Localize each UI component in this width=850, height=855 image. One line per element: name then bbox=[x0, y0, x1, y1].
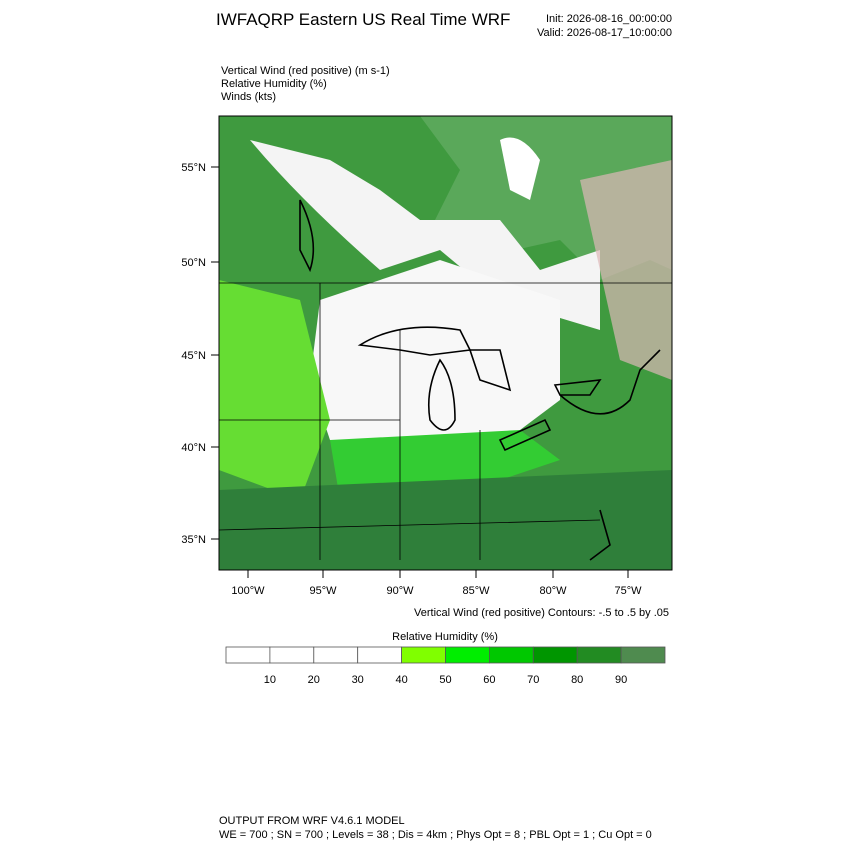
colorbar-label: 40 bbox=[395, 674, 407, 686]
footer-line: WE = 700 ; SN = 700 ; Levels = 38 ; Dis … bbox=[219, 829, 652, 841]
colorbar-label: 90 bbox=[615, 674, 627, 686]
colorbar-box bbox=[576, 646, 622, 664]
colorbar-box bbox=[269, 646, 315, 664]
lon-label: 90°W bbox=[386, 585, 414, 597]
colorbar-label: 20 bbox=[308, 674, 320, 686]
lat-label: 35°N bbox=[181, 534, 206, 546]
colorbar-box bbox=[225, 646, 271, 664]
lon-label: 100°W bbox=[231, 585, 265, 597]
lat-label: 55°N bbox=[181, 162, 206, 174]
colorbar-label: 50 bbox=[439, 674, 451, 686]
colorbar-label: 30 bbox=[352, 674, 364, 686]
colorbar-box bbox=[445, 646, 490, 664]
colorbar-label: 10 bbox=[264, 674, 276, 686]
colorbar-box bbox=[620, 646, 666, 664]
valid-time: Valid: 2026-08-17_10:00:00 bbox=[537, 27, 672, 39]
colorbar-label: 80 bbox=[571, 674, 583, 686]
contour-note: Vertical Wind (red positive) Contours: -… bbox=[414, 607, 669, 619]
title: IWFAQRP Eastern US Real Time WRF bbox=[216, 10, 510, 29]
map bbox=[218, 115, 673, 571]
field-label: Vertical Wind (red positive) (m s-1) bbox=[221, 65, 390, 77]
lat-label: 40°N bbox=[181, 442, 206, 454]
colorbar-title: Relative Humidity (%) bbox=[392, 631, 498, 643]
colorbar-label: 60 bbox=[483, 674, 495, 686]
colorbar-box bbox=[357, 646, 403, 664]
colorbar-label: 70 bbox=[527, 674, 539, 686]
field-label: Winds (kts) bbox=[221, 91, 276, 103]
lon-label: 85°W bbox=[462, 585, 490, 597]
colorbar-box bbox=[313, 646, 359, 664]
footer-line: OUTPUT FROM WRF V4.6.1 MODEL bbox=[219, 815, 405, 827]
lon-label: 80°W bbox=[539, 585, 567, 597]
lon-label: 75°W bbox=[614, 585, 642, 597]
field-label: Relative Humidity (%) bbox=[221, 78, 327, 90]
colorbar-box bbox=[401, 646, 446, 664]
colorbar-box bbox=[532, 646, 578, 664]
lat-label: 45°N bbox=[181, 350, 206, 362]
init-time: Init: 2026-08-16_00:00:00 bbox=[546, 13, 672, 25]
lat-label: 50°N bbox=[181, 257, 206, 269]
colorbar-box bbox=[488, 646, 534, 664]
lon-label: 95°W bbox=[309, 585, 337, 597]
